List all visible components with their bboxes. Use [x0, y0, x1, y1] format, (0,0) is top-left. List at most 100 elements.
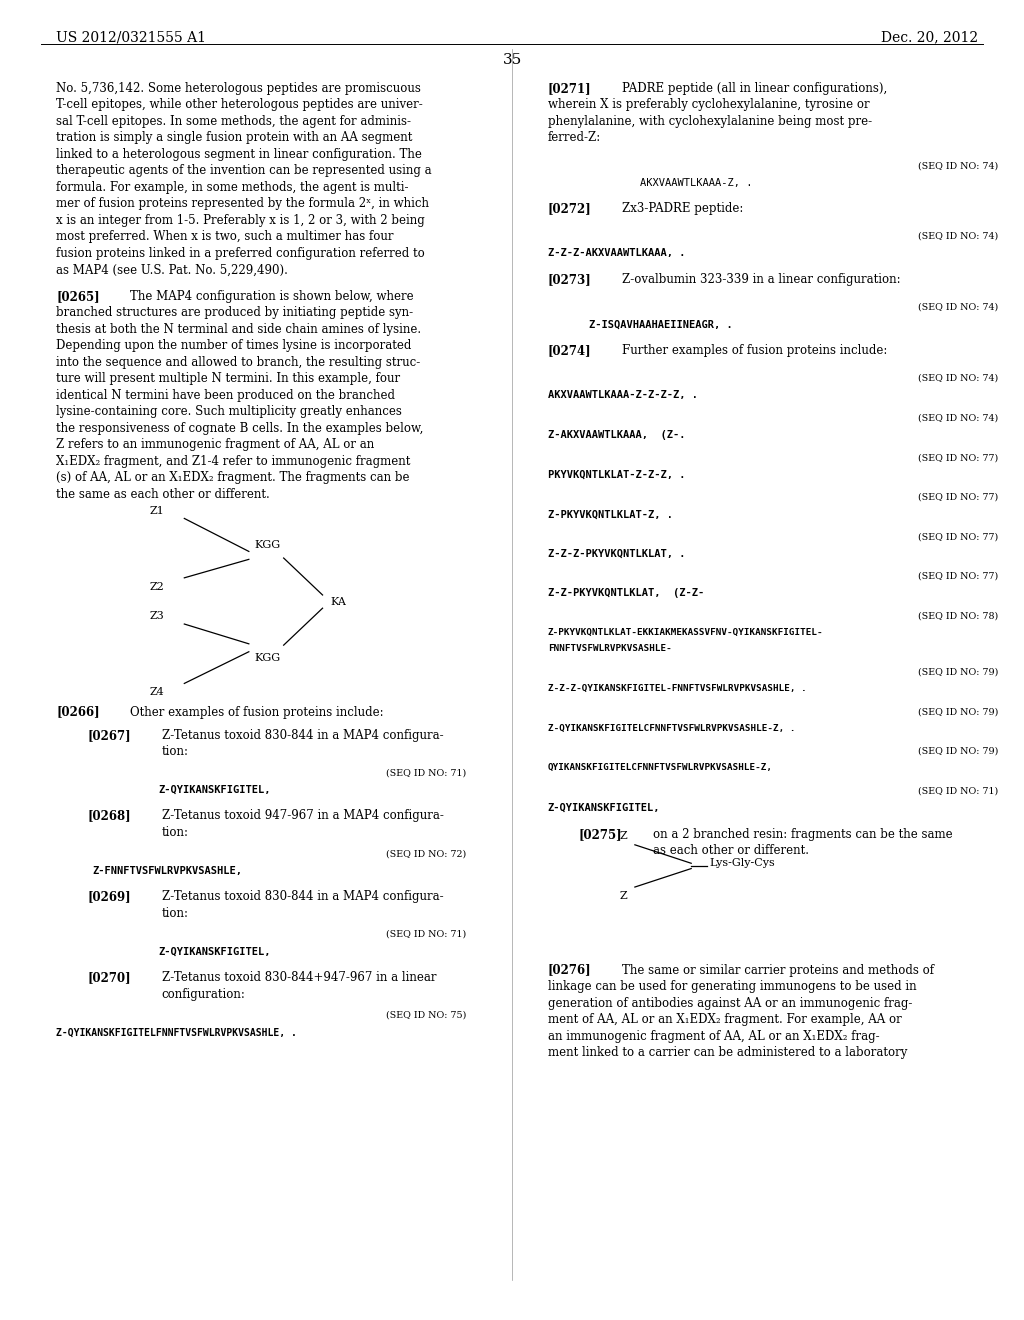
Text: fusion proteins linked in a preferred configuration referred to: fusion proteins linked in a preferred co…	[56, 247, 425, 260]
Text: (SEQ ID NO: 79): (SEQ ID NO: 79)	[919, 747, 998, 756]
Text: (SEQ ID NO: 72): (SEQ ID NO: 72)	[386, 849, 466, 858]
Text: (SEQ ID NO: 77): (SEQ ID NO: 77)	[919, 492, 998, 502]
Text: tion:: tion:	[162, 907, 188, 920]
Text: tration is simply a single fusion protein with an AA segment: tration is simply a single fusion protei…	[56, 131, 413, 144]
Text: Z-Z-Z-PKYVKQNTLKLAT, .: Z-Z-Z-PKYVKQNTLKLAT, .	[548, 549, 685, 558]
Text: therapeutic agents of the invention can be represented using a: therapeutic agents of the invention can …	[56, 164, 432, 177]
Text: [0274]: [0274]	[548, 345, 592, 358]
Text: Z: Z	[620, 830, 627, 841]
Text: branched structures are produced by initiating peptide syn-: branched structures are produced by init…	[56, 306, 414, 319]
Text: [0267]: [0267]	[87, 729, 131, 742]
Text: (SEQ ID NO: 74): (SEQ ID NO: 74)	[919, 374, 998, 383]
Text: Z-QYIKANSKFIGITEL,: Z-QYIKANSKFIGITEL,	[159, 784, 271, 795]
Text: an immunogenic fragment of AA, AL or an X₁EDX₂ frag-: an immunogenic fragment of AA, AL or an …	[548, 1030, 880, 1043]
Text: [0268]: [0268]	[87, 809, 131, 822]
Text: QYIKANSKFIGITELCFNNFTVSFWLRVPKVSASHLE-Z,: QYIKANSKFIGITELCFNNFTVSFWLRVPKVSASHLE-Z,	[548, 763, 773, 772]
Text: KA: KA	[331, 597, 347, 607]
Text: Z-Z-Z-QYIKANSKFIGITEL-FNNFTVSFWLRVPKVSASHLE, .: Z-Z-Z-QYIKANSKFIGITEL-FNNFTVSFWLRVPKVSAS…	[548, 684, 807, 693]
Text: (SEQ ID NO: 71): (SEQ ID NO: 71)	[386, 929, 466, 939]
Text: on a 2 branched resin: fragments can be the same: on a 2 branched resin: fragments can be …	[653, 828, 953, 841]
Text: Z-PKYVKQNTLKLAT-EKKIAKMEKASSVFNV-QYIKANSKFIGITEL-: Z-PKYVKQNTLKLAT-EKKIAKMEKASSVFNV-QYIKANS…	[548, 628, 823, 638]
Text: ment linked to a carrier can be administered to a laboratory: ment linked to a carrier can be administ…	[548, 1045, 907, 1059]
Text: Z1: Z1	[150, 506, 164, 516]
Text: ture will present multiple N termini. In this example, four: ture will present multiple N termini. In…	[56, 372, 400, 385]
Text: (SEQ ID NO: 75): (SEQ ID NO: 75)	[386, 1011, 466, 1020]
Text: Z-AKXVAAWTLKAAA,  (Z-.: Z-AKXVAAWTLKAAA, (Z-.	[548, 430, 685, 440]
Text: Z2: Z2	[150, 582, 164, 591]
Text: (SEQ ID NO: 71): (SEQ ID NO: 71)	[919, 787, 998, 796]
Text: phenylalanine, with cyclohexylalanine being most pre-: phenylalanine, with cyclohexylalanine be…	[548, 115, 872, 128]
Text: linked to a heterologous segment in linear configuration. The: linked to a heterologous segment in line…	[56, 148, 422, 161]
Text: Z-QYIKANSKFIGITELFNNFTVSFWLRVPKVSASHLE, .: Z-QYIKANSKFIGITELFNNFTVSFWLRVPKVSASHLE, …	[56, 1027, 297, 1038]
Text: The same or similar carrier proteins and methods of: The same or similar carrier proteins and…	[622, 964, 934, 977]
Text: x is an integer from 1-5. Preferably x is 1, 2 or 3, with 2 being: x is an integer from 1-5. Preferably x i…	[56, 214, 425, 227]
Text: (SEQ ID NO: 77): (SEQ ID NO: 77)	[919, 532, 998, 541]
Text: the same as each other or different.: the same as each other or different.	[56, 487, 270, 500]
Text: Z-QYIKANSKFIGITEL,: Z-QYIKANSKFIGITEL,	[548, 803, 660, 813]
Text: wherein X is preferably cyclohexylalanine, tyrosine or: wherein X is preferably cyclohexylalanin…	[548, 98, 869, 111]
Text: (SEQ ID NO: 74): (SEQ ID NO: 74)	[919, 232, 998, 242]
Text: Z: Z	[620, 891, 627, 902]
Text: Z refers to an immunogenic fragment of AA, AL or an: Z refers to an immunogenic fragment of A…	[56, 438, 375, 451]
Text: Z-Z-Z-AKXVAAWTLKAAA, .: Z-Z-Z-AKXVAAWTLKAAA, .	[548, 248, 685, 259]
Text: configuration:: configuration:	[162, 987, 246, 1001]
Text: (SEQ ID NO: 71): (SEQ ID NO: 71)	[386, 768, 466, 777]
Text: Z-Z-PKYVKQNTLKLAT,  (Z-Z-: Z-Z-PKYVKQNTLKLAT, (Z-Z-	[548, 589, 705, 598]
Text: Z-FNNFTVSFWLRVPKVSASHLE,: Z-FNNFTVSFWLRVPKVSASHLE,	[92, 866, 242, 875]
Text: into the sequence and allowed to branch, the resulting struc-: into the sequence and allowed to branch,…	[56, 355, 421, 368]
Text: KGG: KGG	[254, 540, 281, 550]
Text: X₁EDX₂ fragment, and Z1-4 refer to immunogenic fragment: X₁EDX₂ fragment, and Z1-4 refer to immun…	[56, 454, 411, 467]
Text: ment of AA, AL or an X₁EDX₂ fragment. For example, AA or: ment of AA, AL or an X₁EDX₂ fragment. Fo…	[548, 1012, 901, 1026]
Text: [0269]: [0269]	[87, 890, 131, 903]
Text: sal T-cell epitopes. In some methods, the agent for adminis-: sal T-cell epitopes. In some methods, th…	[56, 115, 412, 128]
Text: PKYVKQNTLKLAT-Z-Z-Z, .: PKYVKQNTLKLAT-Z-Z-Z, .	[548, 470, 685, 479]
Text: [0270]: [0270]	[87, 972, 131, 985]
Text: as MAP4 (see U.S. Pat. No. 5,229,490).: as MAP4 (see U.S. Pat. No. 5,229,490).	[56, 263, 288, 276]
Text: (SEQ ID NO: 77): (SEQ ID NO: 77)	[919, 572, 998, 581]
Text: tion:: tion:	[162, 744, 188, 758]
Text: [0266]: [0266]	[56, 705, 100, 718]
Text: Lys-Gly-Cys: Lys-Gly-Cys	[710, 858, 775, 869]
Text: T-cell epitopes, while other heterologous peptides are univer-: T-cell epitopes, while other heterologou…	[56, 98, 423, 111]
Text: formula. For example, in some methods, the agent is multi-: formula. For example, in some methods, t…	[56, 181, 409, 194]
Text: PADRE peptide (all in linear configurations),: PADRE peptide (all in linear configurati…	[622, 82, 887, 95]
Text: lysine-containing core. Such multiplicity greatly enhances: lysine-containing core. Such multiplicit…	[56, 405, 402, 418]
Text: The MAP4 configuration is shown below, where: The MAP4 configuration is shown below, w…	[130, 289, 414, 302]
Text: generation of antibodies against AA or an immunogenic frag-: generation of antibodies against AA or a…	[548, 997, 912, 1010]
Text: ferred-Z:: ferred-Z:	[548, 131, 601, 144]
Text: [0265]: [0265]	[56, 289, 100, 302]
Text: (SEQ ID NO: 74): (SEQ ID NO: 74)	[919, 161, 998, 170]
Text: (SEQ ID NO: 77): (SEQ ID NO: 77)	[919, 453, 998, 462]
Text: Z-Tetanus toxoid 947-967 in a MAP4 configura-: Z-Tetanus toxoid 947-967 in a MAP4 confi…	[162, 809, 443, 822]
Text: Further examples of fusion proteins include:: Further examples of fusion proteins incl…	[622, 345, 887, 358]
Text: most preferred. When x is two, such a multimer has four: most preferred. When x is two, such a mu…	[56, 230, 394, 243]
Text: Z-QYIKANSKFIGITELCFNNFTVSFWLRVPKVSASHLE-Z, .: Z-QYIKANSKFIGITELCFNNFTVSFWLRVPKVSASHLE-…	[548, 723, 796, 733]
Text: [0271]: [0271]	[548, 82, 592, 95]
Text: Z4: Z4	[150, 688, 164, 697]
Text: AKXVAAWTLKAAA-Z, .: AKXVAAWTLKAAA-Z, .	[640, 177, 753, 187]
Text: (SEQ ID NO: 79): (SEQ ID NO: 79)	[919, 708, 998, 717]
Text: AKXVAAWTLKAAA-Z-Z-Z-Z, .: AKXVAAWTLKAAA-Z-Z-Z-Z, .	[548, 391, 697, 400]
Text: KGG: KGG	[254, 653, 281, 663]
Text: identical N termini have been produced on the branched: identical N termini have been produced o…	[56, 388, 395, 401]
Text: No. 5,736,142. Some heterologous peptides are promiscuous: No. 5,736,142. Some heterologous peptide…	[56, 82, 421, 95]
Text: [0272]: [0272]	[548, 202, 592, 215]
Text: Z-Tetanus toxoid 830-844+947-967 in a linear: Z-Tetanus toxoid 830-844+947-967 in a li…	[162, 972, 436, 985]
Text: 35: 35	[503, 53, 521, 67]
Text: (SEQ ID NO: 74): (SEQ ID NO: 74)	[919, 302, 998, 312]
Text: Z-ISQAVHAAHAEIINEAGR, .: Z-ISQAVHAAHAEIINEAGR, .	[589, 319, 732, 330]
Text: [0276]: [0276]	[548, 964, 592, 977]
Text: Z-Tetanus toxoid 830-844 in a MAP4 configura-: Z-Tetanus toxoid 830-844 in a MAP4 confi…	[162, 890, 443, 903]
Text: mer of fusion proteins represented by the formula 2ˣ, in which: mer of fusion proteins represented by th…	[56, 197, 429, 210]
Text: Zx3-PADRE peptide:: Zx3-PADRE peptide:	[622, 202, 743, 215]
Text: (SEQ ID NO: 78): (SEQ ID NO: 78)	[919, 611, 998, 620]
Text: tion:: tion:	[162, 826, 188, 840]
Text: Other examples of fusion proteins include:: Other examples of fusion proteins includ…	[130, 705, 384, 718]
Text: thesis at both the N terminal and side chain amines of lysine.: thesis at both the N terminal and side c…	[56, 322, 422, 335]
Text: as each other or different.: as each other or different.	[653, 843, 809, 857]
Text: FNNFTVSFWLRVPKVSASHLE-: FNNFTVSFWLRVPKVSASHLE-	[548, 644, 672, 653]
Text: Z-Tetanus toxoid 830-844 in a MAP4 configura-: Z-Tetanus toxoid 830-844 in a MAP4 confi…	[162, 729, 443, 742]
Text: (SEQ ID NO: 74): (SEQ ID NO: 74)	[919, 413, 998, 422]
Text: (SEQ ID NO: 79): (SEQ ID NO: 79)	[919, 668, 998, 677]
Text: Z-PKYVKQNTLKLAT-Z, .: Z-PKYVKQNTLKLAT-Z, .	[548, 510, 673, 519]
